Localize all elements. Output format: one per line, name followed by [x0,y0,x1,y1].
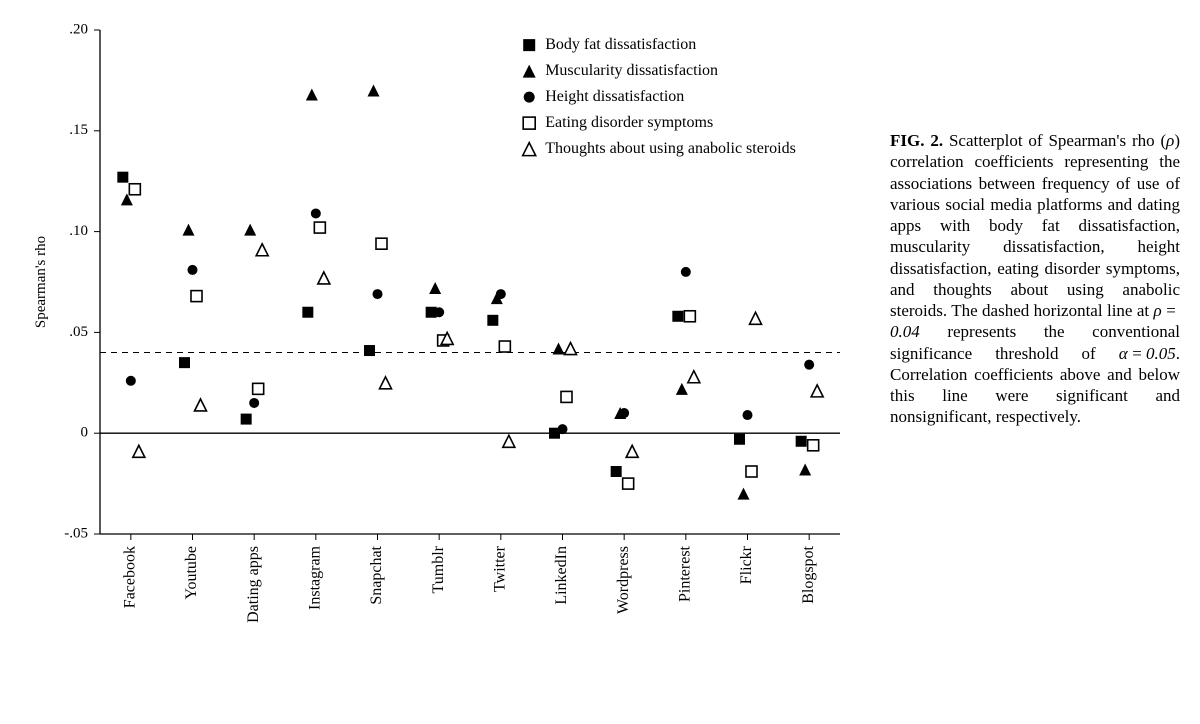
svg-text:Eating disorder symptoms: Eating disorder symptoms [545,114,713,131]
svg-text:Blogspot: Blogspot [800,545,817,603]
scatter-chart: -.05 0 .05 .10 .15 .20 Spearman's rho Facebook Y… [10,10,860,714]
figure-caption: FIG. 2. Scatterplot of Spearman's rho (ρ… [890,130,1180,714]
svg-text:Pinterest: Pinterest [677,545,694,602]
svg-text:Wordpress: Wordpress [615,546,632,614]
svg-text:.10: .10 [69,223,88,239]
svg-text:.20: .20 [69,21,88,37]
caption-eq2: α = 0.05 [1119,344,1176,363]
caption-label: FIG. 2. [890,131,943,150]
svg-text:Instagram: Instagram [307,545,324,610]
svg-text:Body fat dissatisfaction: Body fat dissatisfaction [545,36,696,53]
svg-text:LinkedIn: LinkedIn [553,546,570,605]
svg-text:Dating apps: Dating apps [245,546,262,623]
svg-text:Height dissatisfaction: Height dissatisfaction [545,88,684,105]
svg-text:Twitter: Twitter [492,545,509,592]
svg-text:0: 0 [81,425,89,441]
svg-text:.05: .05 [69,324,88,340]
svg-text:Flickr: Flickr [738,545,755,584]
svg-text:Spearman's rho: Spearman's rho [33,236,49,328]
svg-text:-.05: -.05 [64,525,88,541]
svg-text:Facebook: Facebook [122,546,139,608]
page-root: -.05 0 .05 .10 .15 .20 Spearman's rho Facebook Y… [0,0,1200,724]
svg-text:Muscularity dissatisfaction: Muscularity dissatisfaction [545,62,718,79]
chart-container: -.05 0 .05 .10 .15 .20 Spearman's rho Facebook Y… [10,10,860,714]
caption-text-2: ) correlation coefficients representing … [890,131,1180,320]
svg-text:Tumblr: Tumblr [430,545,447,593]
caption-text-1: Scatterplot of Spearman's rho ( [949,131,1166,150]
svg-text:Snapchat: Snapchat [368,545,385,604]
svg-text:.15: .15 [69,122,88,138]
svg-text:Thoughts about using anabolic: Thoughts about using anabolic steroids [545,140,796,157]
svg-text:Youtube: Youtube [183,546,200,600]
